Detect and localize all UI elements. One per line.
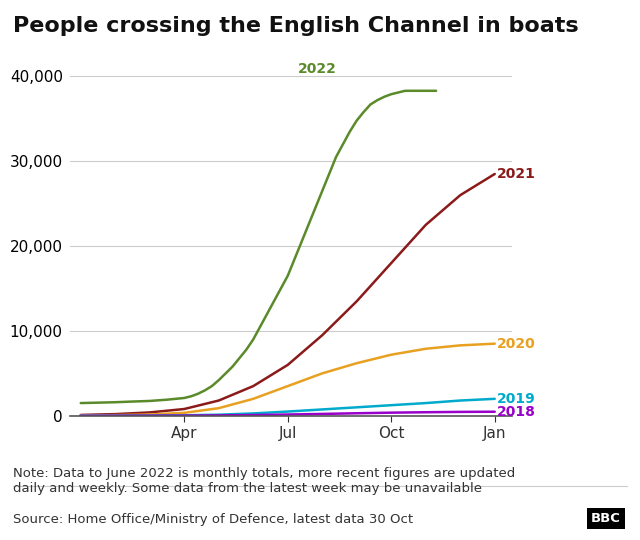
Text: BBC: BBC	[591, 512, 621, 525]
Text: 2022: 2022	[298, 63, 337, 76]
Text: 2019: 2019	[497, 392, 535, 406]
Text: 2021: 2021	[497, 167, 535, 181]
Text: 2018: 2018	[497, 404, 535, 418]
Text: Source: Home Office/Ministry of Defence, latest data 30 Oct: Source: Home Office/Ministry of Defence,…	[13, 513, 413, 526]
Text: 2020: 2020	[497, 336, 535, 350]
Text: Note: Data to June 2022 is monthly totals, more recent figures are updated
daily: Note: Data to June 2022 is monthly total…	[13, 467, 515, 495]
Text: People crossing the English Channel in boats: People crossing the English Channel in b…	[13, 16, 579, 36]
